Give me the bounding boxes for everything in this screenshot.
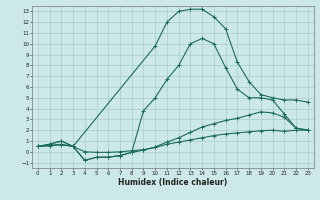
X-axis label: Humidex (Indice chaleur): Humidex (Indice chaleur) — [118, 178, 228, 187]
